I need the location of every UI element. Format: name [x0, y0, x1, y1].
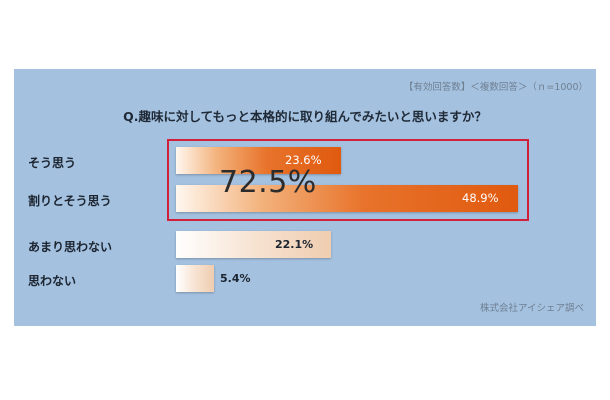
highlight-box	[167, 139, 529, 221]
category-label: 思わない	[28, 274, 77, 288]
category-label: そう思う	[28, 156, 77, 170]
bar	[176, 147, 341, 174]
category-label: あまり思わない	[28, 240, 113, 254]
response-count-note: 【有効回答数】＜複数回答＞（ｎ=1000）	[403, 82, 588, 93]
value-label: 5.4%	[220, 272, 251, 285]
source-credit: 株式会社アイシェア調べ	[479, 303, 584, 314]
category-label: 割りとそう思う	[28, 194, 112, 208]
chart-question: Q.趣味に対してもっと本格的に取り組んでみたいと思いますか？	[123, 109, 487, 124]
chart-panel: 【有効回答数】＜複数回答＞（ｎ=1000） Q.趣味に対してもっと本格的に取り組…	[14, 69, 596, 326]
bar	[176, 231, 331, 258]
highlight-total-label: 72.5%	[219, 165, 317, 200]
value-label: 48.9%	[462, 191, 499, 205]
value-label: 23.6%	[285, 153, 322, 167]
bar	[176, 265, 214, 292]
value-label: 22.1%	[275, 238, 314, 251]
bar	[176, 185, 518, 212]
